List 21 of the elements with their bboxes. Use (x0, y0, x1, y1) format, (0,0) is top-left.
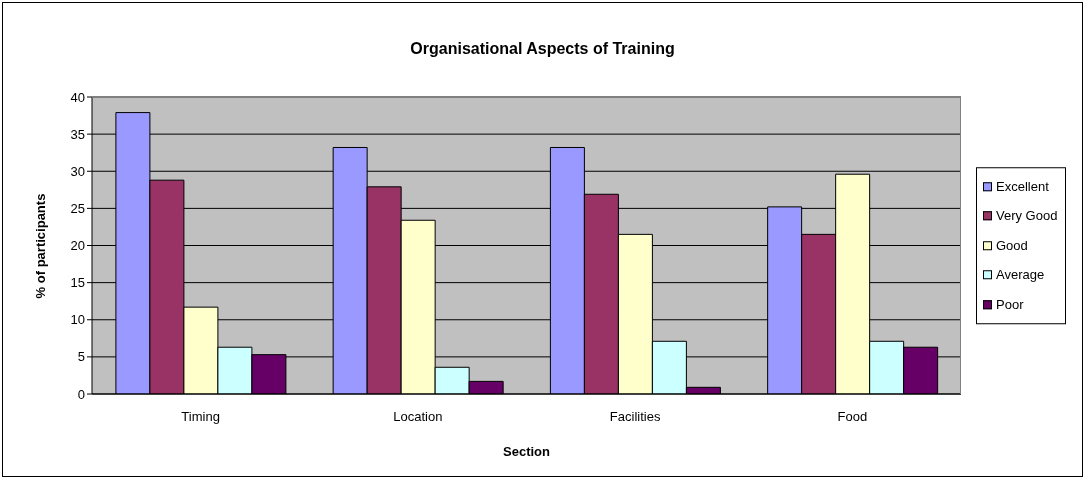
x-tick-label: Location (393, 409, 443, 425)
x-tick-label: Facilities (609, 409, 661, 425)
y-tick-label: 30 (70, 163, 85, 179)
y-tick-label: 40 (70, 89, 85, 105)
y-tick-label: 5 (77, 349, 85, 365)
legend-label: Very Good (996, 208, 1058, 224)
chart-title: Organisational Aspects of Training (409, 40, 676, 58)
legend-label: Excellent (996, 179, 1049, 194)
y-axis-title: % of participants (32, 193, 48, 298)
x-axis-title: Section (503, 444, 550, 459)
y-tick-label: 20 (70, 238, 85, 254)
y-tick-label: 0 (77, 386, 85, 402)
y-tick-label: 10 (70, 312, 85, 328)
y-tick-label: 35 (70, 126, 85, 142)
y-tick-label: 25 (70, 200, 85, 216)
x-tick-label: Food (837, 409, 868, 425)
legend-label: Average (996, 267, 1045, 283)
legend-label: Good (996, 238, 1028, 253)
y-tick-label: 15 (70, 275, 85, 291)
legend-label: Poor (996, 297, 1024, 312)
x-tick-label: Timing (181, 409, 220, 425)
